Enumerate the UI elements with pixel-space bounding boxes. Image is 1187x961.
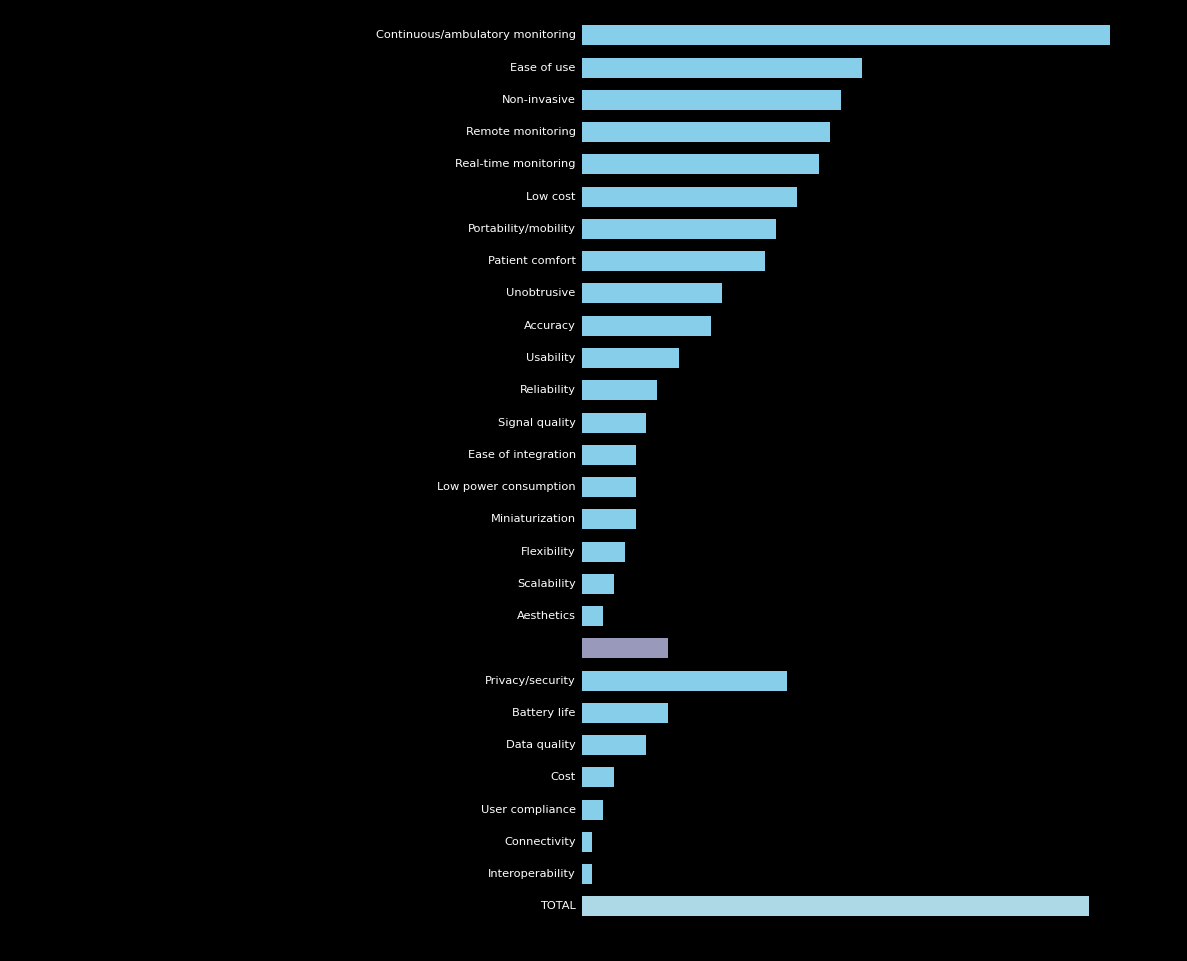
Bar <box>582 671 787 691</box>
Text: Real-time monitoring: Real-time monitoring <box>455 160 576 169</box>
Bar <box>582 58 862 78</box>
Bar <box>582 767 614 787</box>
Bar <box>582 186 798 207</box>
Text: Battery life: Battery life <box>513 708 576 718</box>
Bar <box>582 25 1110 45</box>
Bar <box>582 509 635 530</box>
Bar <box>582 735 647 755</box>
Text: Low cost: Low cost <box>526 191 576 202</box>
Bar <box>582 251 766 271</box>
Bar <box>582 800 603 820</box>
Text: Interoperability: Interoperability <box>488 869 576 879</box>
Bar <box>582 864 592 884</box>
Bar <box>582 897 1088 917</box>
Bar <box>582 283 722 304</box>
Text: Portability/mobility: Portability/mobility <box>468 224 576 234</box>
Text: Scalability: Scalability <box>518 579 576 589</box>
Text: Flexibility: Flexibility <box>521 547 576 556</box>
Bar <box>582 122 830 142</box>
Text: Low power consumption: Low power consumption <box>437 482 576 492</box>
Bar <box>582 832 592 851</box>
Text: Cost: Cost <box>551 773 576 782</box>
Bar <box>582 477 635 497</box>
Text: Connectivity: Connectivity <box>504 837 576 847</box>
Text: User compliance: User compliance <box>481 804 576 815</box>
Text: Non-invasive: Non-invasive <box>502 95 576 105</box>
Bar <box>582 702 668 723</box>
Bar <box>582 90 840 110</box>
Bar <box>582 219 776 239</box>
Bar <box>582 348 679 368</box>
Bar <box>582 542 624 561</box>
Bar <box>582 155 819 175</box>
Text: Ease of integration: Ease of integration <box>468 450 576 459</box>
Bar <box>582 606 603 626</box>
Text: Patient comfort: Patient comfort <box>488 257 576 266</box>
Bar <box>582 445 635 465</box>
Text: Miniaturization: Miniaturization <box>490 514 576 525</box>
Text: Accuracy: Accuracy <box>523 321 576 331</box>
Text: Data quality: Data quality <box>506 740 576 751</box>
Bar <box>582 574 614 594</box>
Bar <box>582 316 711 335</box>
Text: Unobtrusive: Unobtrusive <box>507 288 576 299</box>
Bar <box>582 381 658 400</box>
Bar <box>582 412 647 432</box>
Text: Aesthetics: Aesthetics <box>516 611 576 621</box>
Text: Remote monitoring: Remote monitoring <box>465 127 576 137</box>
Text: Signal quality: Signal quality <box>497 417 576 428</box>
Bar <box>582 638 668 658</box>
Text: Reliability: Reliability <box>520 385 576 395</box>
Text: Usability: Usability <box>526 353 576 363</box>
Text: Continuous/ambulatory monitoring: Continuous/ambulatory monitoring <box>376 31 576 40</box>
Text: Privacy/security: Privacy/security <box>485 676 576 685</box>
Text: TOTAL: TOTAL <box>540 901 576 911</box>
Text: Ease of use: Ease of use <box>510 62 576 73</box>
